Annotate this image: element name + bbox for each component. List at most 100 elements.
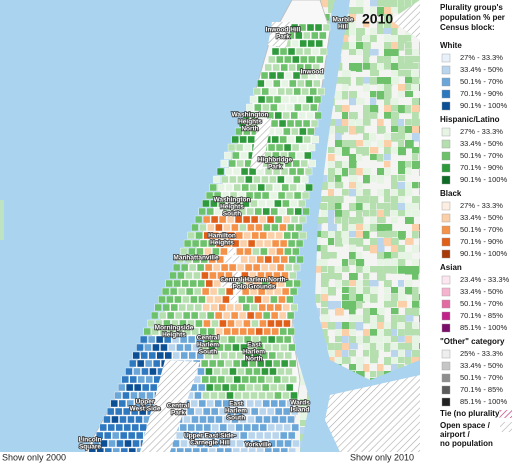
census-block	[335, 217, 342, 224]
census-block	[384, 112, 392, 119]
census-block	[342, 336, 349, 344]
census-block	[263, 327, 271, 336]
census-block	[321, 322, 329, 329]
census-block	[209, 183, 217, 192]
census-block	[335, 280, 342, 289]
census-block	[184, 343, 192, 352]
census-block	[289, 95, 298, 104]
census-block	[363, 77, 372, 84]
census-block	[257, 79, 265, 88]
census-block	[391, 112, 400, 120]
census-block	[370, 133, 377, 142]
census-block	[398, 210, 407, 217]
census-block	[412, 287, 419, 296]
census-block	[398, 161, 406, 169]
census-block	[175, 327, 183, 336]
census-block	[313, 79, 321, 88]
census-block	[377, 371, 385, 378]
census-block	[398, 84, 406, 91]
census-block	[179, 423, 188, 432]
census-block	[342, 161, 350, 170]
census-block	[412, 210, 420, 217]
legend-label: 33.4% - 50%	[460, 139, 503, 148]
census-block	[203, 231, 211, 240]
census-block	[398, 329, 405, 337]
census-block	[328, 350, 336, 358]
census-block	[231, 415, 239, 424]
census-block	[215, 223, 223, 232]
show-2000-button[interactable]: Show only 2000	[2, 452, 66, 462]
census-block	[286, 103, 294, 112]
census-block	[300, 413, 309, 422]
census-block	[193, 271, 201, 280]
place-label: South	[199, 349, 217, 356]
census-block	[163, 335, 172, 344]
census-block	[240, 167, 249, 176]
census-block	[419, 0, 420, 9]
census-block	[419, 308, 420, 317]
census-block	[275, 127, 283, 136]
census-block	[419, 224, 420, 231]
census-block	[281, 375, 290, 384]
census-block	[88, 447, 97, 452]
legend-swatch	[441, 201, 451, 211]
census-block	[391, 189, 399, 198]
census-block	[295, 239, 304, 248]
census-block	[238, 119, 247, 128]
census-block	[335, 322, 342, 331]
legend-label: 90.1% - 100%	[460, 175, 507, 184]
census-block	[183, 327, 191, 336]
census-block	[124, 439, 132, 448]
census-block	[263, 223, 271, 232]
census-block	[175, 431, 184, 440]
census-block	[405, 91, 414, 98]
census-block	[384, 336, 393, 345]
census-block	[391, 245, 399, 254]
census-block	[212, 439, 220, 448]
census-block	[314, 294, 321, 303]
census-block	[219, 231, 227, 240]
census-block	[229, 175, 237, 184]
census-block	[342, 224, 349, 233]
census-block	[207, 223, 215, 232]
census-block	[384, 301, 392, 308]
census-block	[281, 79, 289, 88]
census-block	[419, 392, 420, 399]
census-block	[177, 287, 186, 296]
census-block	[230, 311, 239, 320]
census-block	[384, 84, 392, 92]
census-block	[190, 295, 198, 304]
census-block	[249, 95, 258, 104]
census-block	[405, 252, 413, 261]
census-block	[301, 87, 309, 96]
census-block	[328, 126, 335, 135]
census-block	[171, 335, 180, 344]
census-block	[213, 383, 222, 392]
census-block	[255, 431, 264, 440]
census-block	[405, 0, 412, 9]
census-block	[274, 303, 282, 312]
census-block	[349, 238, 358, 245]
census-block	[321, 182, 328, 190]
show-2010-button[interactable]: Show only 2010	[350, 452, 414, 462]
legend-label: 33.4% - 50%	[460, 287, 503, 296]
census-block	[412, 105, 420, 114]
census-block	[328, 287, 337, 296]
census-block	[265, 95, 274, 104]
census-block	[171, 319, 179, 328]
census-block	[235, 143, 244, 152]
census-block	[370, 196, 379, 204]
census-block	[239, 431, 248, 440]
census-block	[277, 191, 286, 200]
census-block	[363, 112, 370, 120]
census-block	[217, 183, 225, 192]
census-block	[301, 175, 309, 184]
census-block	[363, 175, 370, 184]
census-block	[370, 77, 379, 85]
census-block	[391, 98, 399, 107]
census-block	[419, 182, 420, 189]
census-block	[221, 279, 229, 288]
place-label: Carnegie Hill	[190, 440, 230, 447]
census-block	[300, 420, 309, 427]
census-block	[212, 351, 220, 360]
